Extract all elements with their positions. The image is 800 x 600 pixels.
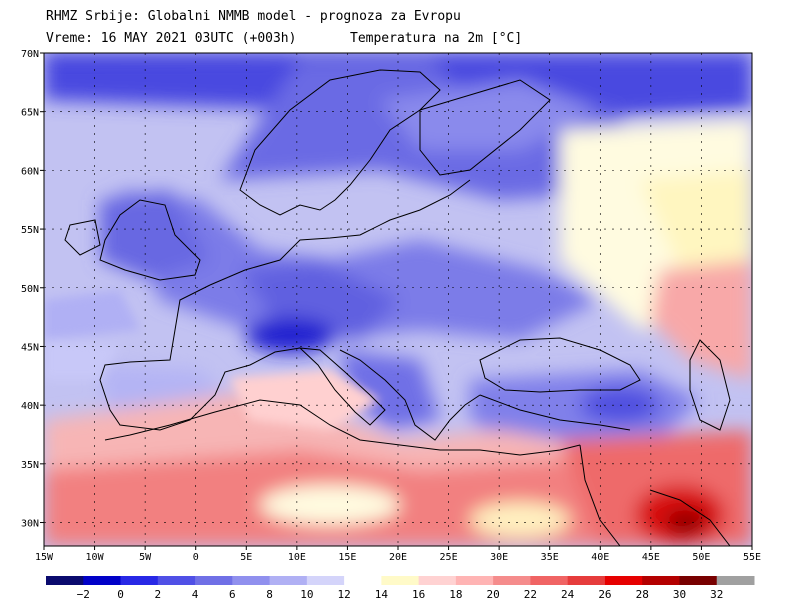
legend-label: −2 bbox=[77, 588, 90, 600]
axis-ticks: 15W 10W 5W 0 5E 10E 15E 20E 25E 30E 35E 40E 45E 50E 55… bbox=[21, 49, 761, 563]
legend-swatch bbox=[530, 576, 569, 585]
parameter-label: Temperatura na 2m [°C] bbox=[350, 31, 523, 46]
legend-label: 28 bbox=[636, 588, 649, 600]
forecast-time: Vreme: 16 MAY 2021 03UTC (+003h) bbox=[46, 31, 297, 46]
lon-tick-label: 20E bbox=[389, 552, 407, 563]
legend-label: 0 bbox=[117, 588, 124, 600]
temperature-field bbox=[44, 53, 752, 546]
legend-label: 4 bbox=[192, 588, 199, 600]
lat-tick-label: 65N bbox=[21, 108, 39, 119]
graticule bbox=[44, 53, 752, 546]
legend-label: 16 bbox=[412, 588, 425, 600]
lon-tick-label: 35E bbox=[541, 552, 559, 563]
legend-swatch bbox=[642, 576, 680, 585]
legend-swatch bbox=[604, 576, 643, 585]
legend-label: 22 bbox=[524, 588, 537, 600]
legend-label: 8 bbox=[266, 588, 273, 600]
lat-tick-label: 60N bbox=[21, 166, 39, 177]
legend-swatch bbox=[493, 576, 531, 585]
legend-label: 30 bbox=[673, 588, 686, 600]
lat-tick-label: 35N bbox=[21, 460, 39, 471]
legend-label: 18 bbox=[449, 588, 462, 600]
legend-label: 2 bbox=[154, 588, 161, 600]
lat-tick-label: 40N bbox=[21, 401, 39, 412]
legend-label: 26 bbox=[598, 588, 611, 600]
lat-tick-label: 30N bbox=[21, 519, 39, 530]
lon-tick-label: 25E bbox=[440, 552, 458, 563]
title-line-2: Vreme: 16 MAY 2021 03UTC (+003h) Temperat… bbox=[46, 31, 522, 46]
lon-tick-label: 45E bbox=[642, 552, 660, 563]
lon-tick-label: 10E bbox=[288, 552, 306, 563]
lon-tick-label: 10W bbox=[86, 552, 105, 563]
legend-swatch bbox=[46, 576, 84, 585]
lon-tick-label: 30E bbox=[490, 552, 508, 563]
lon-tick-label: 0 bbox=[193, 552, 199, 563]
legend-label: 12 bbox=[337, 588, 350, 600]
lat-tick-label: 55N bbox=[21, 225, 39, 236]
lon-tick-label: 40E bbox=[591, 552, 609, 563]
legend-swatch bbox=[381, 576, 420, 585]
legend-swatch bbox=[418, 576, 457, 585]
lon-tick-label: 15W bbox=[35, 552, 54, 563]
legend-swatch bbox=[679, 576, 718, 585]
legend-swatch bbox=[195, 576, 233, 585]
legend-label: 32 bbox=[710, 588, 723, 600]
legend-swatch bbox=[232, 576, 271, 585]
legend-swatch bbox=[83, 576, 122, 585]
lon-tick-label: 55E bbox=[743, 552, 761, 563]
lon-tick-label: 5W bbox=[139, 552, 152, 563]
legend-label: 24 bbox=[561, 588, 575, 600]
legend-swatch bbox=[269, 576, 308, 585]
lon-tick-label: 50E bbox=[692, 552, 710, 563]
lat-tick-label: 70N bbox=[21, 49, 39, 60]
legend-swatch bbox=[716, 576, 755, 585]
lon-tick-label: 15E bbox=[338, 552, 356, 563]
legend-label: 10 bbox=[300, 588, 313, 600]
lat-tick-label: 45N bbox=[21, 342, 39, 353]
legend-label: 14 bbox=[375, 588, 389, 600]
legend-label: 20 bbox=[487, 588, 500, 600]
legend-label: 6 bbox=[229, 588, 236, 600]
legend-swatch bbox=[567, 576, 606, 585]
legend-swatch bbox=[455, 576, 494, 585]
legend-swatch bbox=[306, 576, 345, 585]
lat-tick-label: 50N bbox=[21, 284, 39, 295]
coastlines bbox=[64, 69, 731, 546]
legend-swatch bbox=[120, 576, 159, 585]
legend-swatch bbox=[344, 576, 382, 585]
legend-swatch bbox=[157, 576, 196, 585]
lon-tick-label: 5E bbox=[240, 552, 252, 563]
title-line-1: RHMZ Srbije: Globalni NMMB model - progn… bbox=[46, 9, 461, 24]
